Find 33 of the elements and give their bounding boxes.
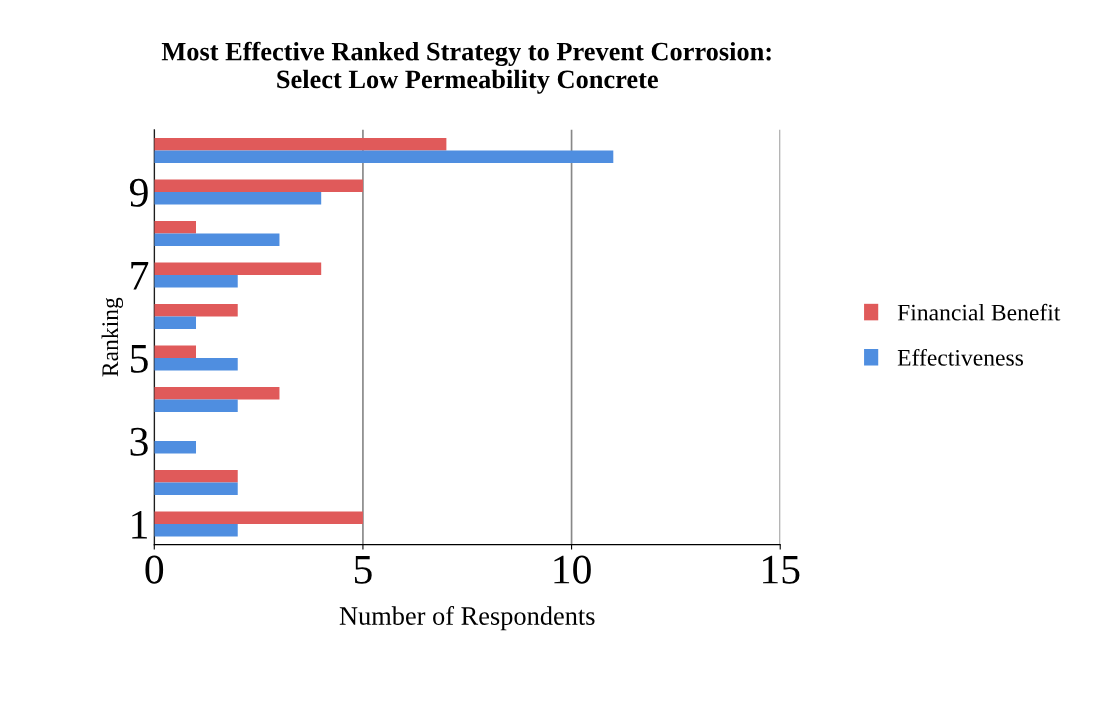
bar bbox=[154, 191, 322, 205]
bar bbox=[154, 357, 238, 371]
bar bbox=[154, 469, 238, 483]
bar bbox=[154, 179, 363, 192]
bar bbox=[154, 150, 614, 163]
legend-label: Effectiveness bbox=[897, 348, 1024, 366]
bar bbox=[154, 523, 238, 537]
bar bbox=[154, 303, 238, 317]
y-tick-label: 9 bbox=[129, 178, 148, 207]
bar bbox=[154, 399, 238, 412]
bar bbox=[154, 274, 238, 288]
x-tick-label: 0 bbox=[145, 555, 164, 584]
bar bbox=[154, 137, 447, 151]
y-tick-label: 5 bbox=[131, 345, 148, 373]
y-tick-label: 7 bbox=[131, 262, 149, 290]
x-axis-title: Number of Respondents bbox=[339, 606, 595, 631]
bar bbox=[154, 316, 197, 329]
x-tick-label: 5 bbox=[354, 556, 372, 584]
bar bbox=[154, 511, 363, 524]
bar bbox=[154, 233, 280, 246]
bar bbox=[154, 345, 197, 358]
y-tick-label: 1 bbox=[132, 510, 147, 539]
bar bbox=[154, 482, 238, 495]
y-axis-title: Ranking bbox=[101, 297, 124, 377]
x-tick-label: 10 bbox=[554, 555, 591, 584]
bar bbox=[154, 262, 322, 275]
bar bbox=[154, 440, 197, 454]
bar bbox=[154, 386, 280, 400]
chart-title: Most Effective Ranked Strategy to Prevent Corrosion: Select Low Permeability Concrete bbox=[161, 41, 771, 94]
x-tick-label: 15 bbox=[763, 555, 800, 584]
bar bbox=[154, 220, 197, 234]
legend-label: Financial Benefit bbox=[897, 303, 1061, 321]
y-tick-label: 3 bbox=[130, 427, 148, 456]
